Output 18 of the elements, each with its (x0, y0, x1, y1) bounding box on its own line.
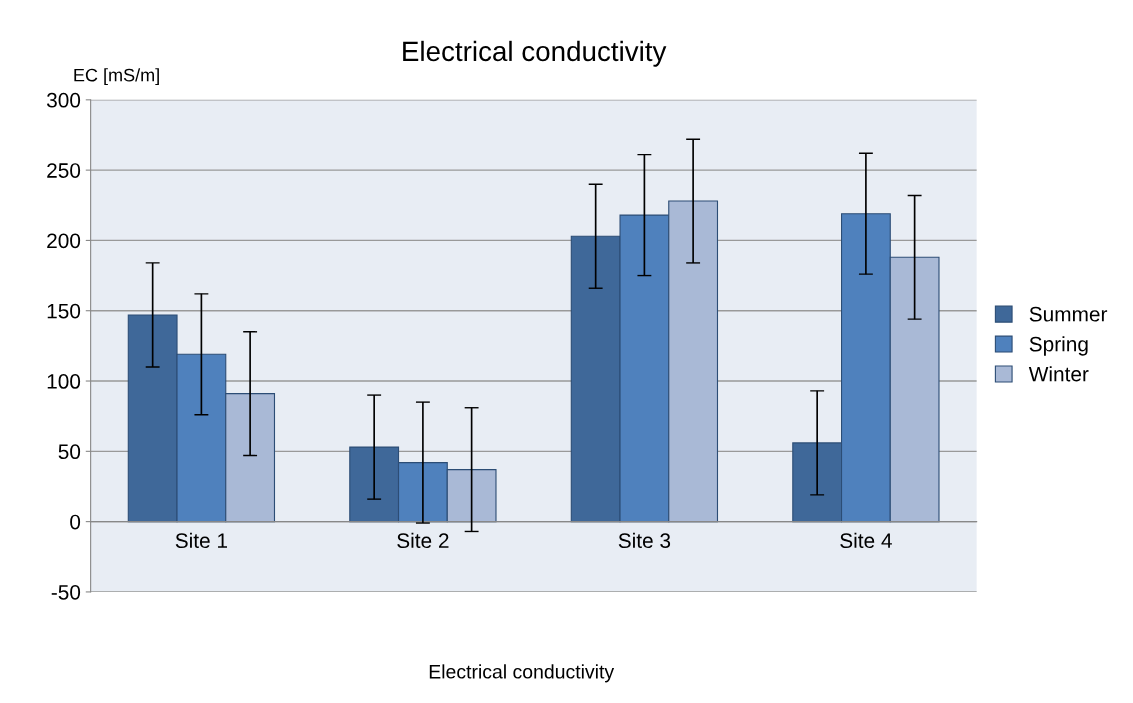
chart-title: Electrical conductivity (403, 40, 667, 67)
y-tick-label: 300 (46, 92, 81, 108)
legend-label: Spring (1029, 336, 1088, 356)
x-tick-label: Site 3 (618, 532, 671, 549)
y-tick-label: -50 (51, 584, 81, 600)
y-tick-label: 100 (47, 374, 81, 389)
y-axis-title: EC [mS/m] (74, 68, 159, 86)
x-tick-label: Site 2 (397, 532, 449, 549)
legend-label: Summer (1029, 306, 1108, 322)
x-tick-label: Site 1 (175, 532, 228, 549)
x-tick-label: Site 4 (840, 532, 892, 549)
y-tick-label: 0 (70, 514, 81, 530)
y-tick-label: 50 (58, 444, 81, 460)
y-tick-label: 150 (47, 303, 81, 319)
y-tick-label: 200 (47, 233, 81, 249)
x-axis-title: Electrical conductivity (429, 664, 615, 683)
y-tick-label: 250 (47, 163, 81, 178)
legend-label: Winter (1028, 366, 1089, 382)
